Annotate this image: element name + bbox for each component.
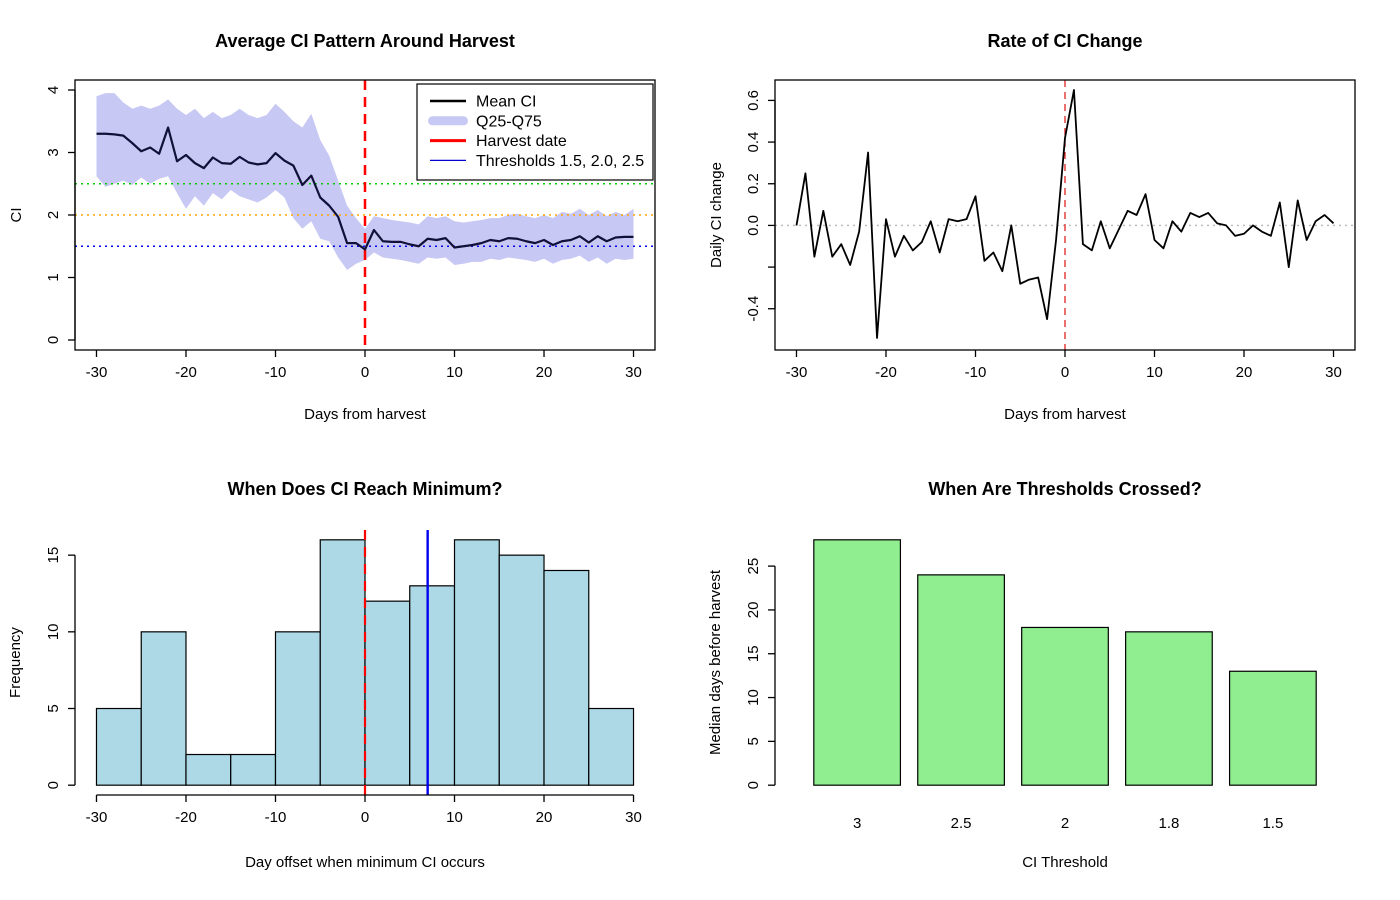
daily-ci-change-line xyxy=(795,89,1335,339)
x-tick-label: 10 xyxy=(446,364,463,381)
histogram-bar xyxy=(319,539,366,786)
y-tick-label: 15 xyxy=(745,645,762,662)
legend-label: Harvest date xyxy=(476,133,567,150)
histogram-bar xyxy=(409,585,456,786)
x-tick-label: 30 xyxy=(625,809,642,826)
axes: -30 -20 -10 0 10 20 30 -0.4 0.0 0.2 0.4 0.6 xyxy=(745,79,1356,381)
y-tick-label: 15 xyxy=(45,547,62,564)
y-axis-title: Median days before harvest xyxy=(707,569,724,755)
threshold-bar xyxy=(813,539,902,786)
axes: 0 5 10 15 20 25 xyxy=(745,558,776,789)
x-tick-label: 20 xyxy=(536,364,553,381)
x-tick-label: 30 xyxy=(1325,364,1342,381)
x-tick-label: 10 xyxy=(1146,364,1163,381)
x-tick-label: 20 xyxy=(536,809,553,826)
y-tick-label: 5 xyxy=(45,704,62,712)
histogram-bar xyxy=(230,753,277,786)
x-tick-label: -20 xyxy=(175,364,197,381)
x-tick-label: -30 xyxy=(786,364,808,381)
x-tick-label: -10 xyxy=(265,364,287,381)
threshold-bar xyxy=(1125,631,1213,786)
histogram-bars xyxy=(95,530,635,795)
x-axis-title: CI Threshold xyxy=(1022,854,1108,871)
x-tick-label: 20 xyxy=(1236,364,1253,381)
bar-category-label: 3 xyxy=(853,815,861,832)
histogram-bar xyxy=(95,707,142,786)
panel-thresholds-crossed: 3 2.5 2 1.8 1.5 0 5 10 15 20 25 When Are Thresholds… xyxy=(707,479,1317,871)
y-axis-title: CI xyxy=(8,208,25,223)
y-tick-label: 0.6 xyxy=(745,90,762,111)
legend-label: Q25-Q75 xyxy=(476,113,542,130)
x-tick-label: 0 xyxy=(361,809,369,826)
x-tick-label: -20 xyxy=(875,364,897,381)
x-tick-label: -30 xyxy=(86,809,108,826)
y-tick-label: 4 xyxy=(45,86,62,94)
x-tick-label: -20 xyxy=(175,809,197,826)
histogram-bar xyxy=(364,600,411,786)
histogram-bar xyxy=(498,554,545,786)
x-tick-label: -10 xyxy=(265,809,287,826)
chart-title: Rate of CI Change xyxy=(987,31,1142,51)
mean-ci-line xyxy=(96,126,634,251)
chart-title: When Are Thresholds Crossed? xyxy=(928,479,1201,499)
y-tick-label: 0.4 xyxy=(745,132,762,153)
x-axis-title: Days from harvest xyxy=(1004,406,1127,423)
x-tick-label: -10 xyxy=(965,364,987,381)
x-tick-label: -30 xyxy=(86,364,108,381)
y-tick-label: 3 xyxy=(45,148,62,156)
x-axis-title: Days from harvest xyxy=(304,406,427,423)
bar-category-label: 2 xyxy=(1061,815,1069,832)
y-tick-label: 20 xyxy=(745,602,762,619)
histogram-bar xyxy=(185,753,232,786)
y-tick-label: 0.0 xyxy=(745,215,762,236)
legend-label: Thresholds 1.5, 2.0, 2.5 xyxy=(476,153,644,170)
histogram-bar xyxy=(453,539,500,786)
threshold-bar xyxy=(917,574,1005,786)
y-tick-label: -0.4 xyxy=(745,296,762,322)
panel-average-ci-pattern: -30 -20 -10 0 10 20 30 0 1 2 3 4 Average CI Pattern … xyxy=(8,31,656,423)
bars: 3 2.5 2 1.8 1.5 xyxy=(813,539,1317,832)
axes: -30 -20 -10 0 10 20 30 0 5 10 15 xyxy=(45,547,642,826)
y-tick-label: 10 xyxy=(45,623,62,640)
chart-title: Average CI Pattern Around Harvest xyxy=(215,31,515,51)
x-tick-label: 0 xyxy=(1061,364,1069,381)
y-tick-label: 0 xyxy=(45,781,62,789)
avg-ci-pattern-content xyxy=(75,80,655,350)
y-tick-label: 0.2 xyxy=(745,173,762,194)
quartile-ribbon xyxy=(96,93,634,270)
y-tick-label: 0 xyxy=(745,781,762,789)
y-tick-label: 10 xyxy=(745,689,762,706)
histogram-bar xyxy=(274,631,321,786)
y-axis-title: Frequency xyxy=(7,627,24,698)
panel-rate-of-ci-change: -30 -20 -10 0 10 20 30 -0.4 0.0 0.2 0.4 0.6 Rate of … xyxy=(708,31,1356,423)
y-tick-label: 2 xyxy=(45,211,62,219)
y-tick-label: 0 xyxy=(45,336,62,344)
bar-category-label: 1.5 xyxy=(1262,815,1283,832)
panel-ci-minimum-histogram: -30 -20 -10 0 10 20 30 0 5 10 15 When Does CI Reach… xyxy=(7,479,642,871)
axes: -30 -20 -10 0 10 20 30 0 1 2 3 4 xyxy=(45,79,656,381)
histogram-bar xyxy=(140,631,187,786)
rate-of-ci-change-content xyxy=(775,80,1355,350)
y-tick-label: 1 xyxy=(45,273,62,281)
bar-category-label: 1.8 xyxy=(1159,815,1180,832)
chart-title: When Does CI Reach Minimum? xyxy=(227,479,502,499)
y-tick-label: 5 xyxy=(745,737,762,745)
histogram-bar xyxy=(543,569,590,786)
x-tick-label: 0 xyxy=(361,364,369,381)
threshold-bar xyxy=(1228,670,1317,786)
x-tick-label: 30 xyxy=(625,364,642,381)
threshold-bar xyxy=(1021,626,1109,786)
histogram-bar xyxy=(588,707,635,786)
x-axis-title: Day offset when minimum CI occurs xyxy=(245,854,485,871)
bar-category-label: 2.5 xyxy=(951,815,972,832)
y-axis-title: Daily CI change xyxy=(708,162,725,268)
y-tick-label: 25 xyxy=(745,558,762,575)
legend: Mean CI Q25-Q75 Harvest date Thresholds 1.5… xyxy=(416,83,654,181)
legend-label: Mean CI xyxy=(476,94,536,111)
x-tick-label: 10 xyxy=(446,809,463,826)
legend-band-swatch xyxy=(428,116,468,126)
